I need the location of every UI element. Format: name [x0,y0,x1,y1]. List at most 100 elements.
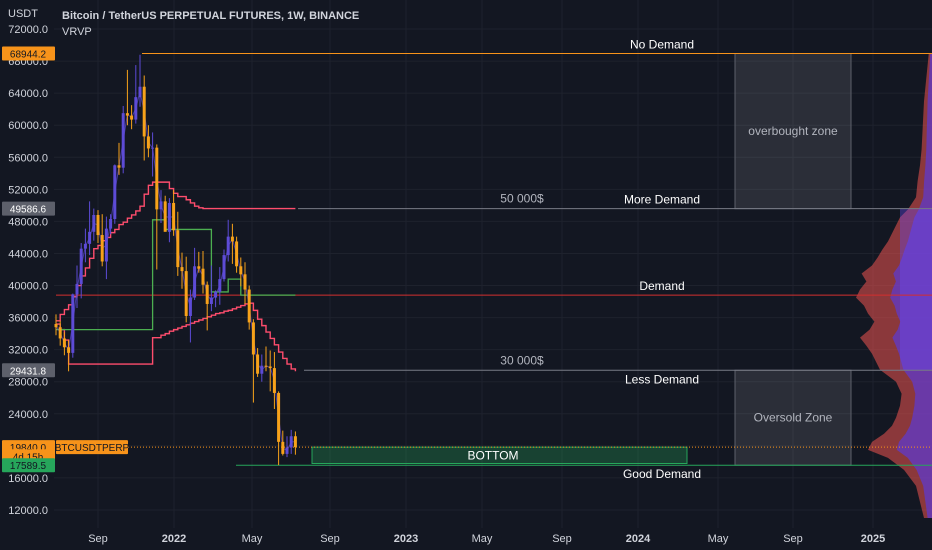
candle-body [62,338,66,348]
chart-title: Bitcoin / TetherUS PERPETUAL FUTURES, 1W… [62,10,359,22]
candle-body [113,165,117,219]
level-label-more-demand: More Demand [624,193,700,207]
candle-body [138,86,142,98]
candle-body [230,236,234,242]
price-tick-label: 24000.0 [8,409,48,421]
candle-body [222,255,226,280]
overbought-zone [734,52,852,210]
price-tick-label: 28000.0 [8,377,48,389]
candle-body [146,136,150,149]
candle-body [184,271,188,316]
level-label-good-demand: Good Demand [623,467,701,481]
candle-body [109,218,113,229]
time-tick-label: May [242,533,263,545]
price-tag-label: 4d 15h [13,452,44,463]
candle-body [293,436,297,448]
price-tick-label: 16000.0 [8,473,48,485]
time-axis[interactable]: Sep 2022 May Sep 2023 May Sep 2024 May Sep 2025 [54,528,932,550]
candle-body [117,165,121,168]
candle-body [67,347,71,353]
time-tick-label: 2023 [394,533,418,545]
time-tick-label: May [708,533,729,545]
candle-body [130,115,134,120]
candle-body [151,147,155,149]
time-tick-label: Sep [783,533,803,545]
trend-line [55,91,296,452]
oversold-zone [734,369,852,466]
candle-body [243,274,247,290]
candle-body [180,267,184,272]
candle-body [71,294,75,353]
upper-band-line [56,181,296,322]
lower-band-line [56,302,297,372]
bottom-box-label: BOTTOM [467,448,518,462]
symbol-tag-label: BTCUSDTPERP [55,443,130,454]
price-tag-bg [2,458,55,473]
price-tag-label: 49586.6 [10,205,47,216]
candle-body [176,230,180,268]
price-tag-bg [2,201,55,216]
candle-body [54,324,58,328]
candle-body [214,291,218,298]
price-tick-label: 48000.0 [8,216,48,228]
candle-body [268,366,272,369]
candle-body [289,436,293,448]
indicator-lines [55,91,297,452]
price-tick-label: 64000.0 [8,88,48,100]
overbought-zone-label: overbought zone [748,124,838,138]
candle-body [125,113,129,116]
time-tick-label: 2022 [162,533,186,545]
candle-body [172,202,176,231]
candle-body [155,147,159,210]
time-axis-bg [54,528,932,550]
price-tag-label: 17589.5 [10,461,47,472]
currency-label: USDT [8,8,38,20]
candle-body [104,228,108,262]
price-tick-label: 40000.0 [8,281,48,293]
price-tick-label: 12000.0 [8,505,48,517]
candle-body [159,201,163,210]
price-tick-label: 32000.0 [8,345,48,357]
price-tags: 68944.2 49586.6 29431.8 19840.04d 15h17589.… [2,46,130,473]
candle-body [209,297,213,304]
price-tick-label: 44000.0 [8,248,48,260]
candle-body [167,202,171,232]
level-label-less-demand: Less Demand [625,372,699,386]
candle-body [142,86,146,137]
candle-body [260,365,264,374]
time-tick-label: Sep [552,533,572,545]
candle-body [277,392,281,442]
price-tag-label: 19840.0 [10,443,47,454]
candle-body [197,266,201,269]
bottom-box [311,446,688,465]
candle-body [121,113,125,168]
time-tick-label: May [472,533,493,545]
price-tick-label: 52000.0 [8,184,48,196]
zones: overbought zone Oversold Zone BOTTOM [311,52,852,466]
candle-body [163,201,167,232]
time-tick-label: 2024 [626,533,651,545]
price-tick-label: 56000.0 [8,152,48,164]
candle-body [218,279,222,292]
level-label-no-demand: No Demand [630,37,694,51]
demand-levels: No Demand More Demand Demand Less Demand Goo… [56,37,932,481]
time-tick-label: Sep [320,533,340,545]
indicator-label[interactable]: VRVP [62,26,92,38]
candle-body [193,266,197,298]
candle-body [188,297,192,316]
candle-body [83,243,87,249]
candle-body [88,231,92,244]
candle-body [251,322,255,355]
price-note: 50 000$ [500,192,544,206]
candle-body [285,447,289,454]
time-tick-label: 2025 [861,533,885,545]
candle-body [96,214,100,236]
symbol-tag-bg [56,440,128,455]
candle-body [256,354,260,374]
value-area [900,208,932,371]
candle-body [58,327,62,339]
volume-profile [856,53,932,519]
volume-profile-buy [890,53,932,519]
